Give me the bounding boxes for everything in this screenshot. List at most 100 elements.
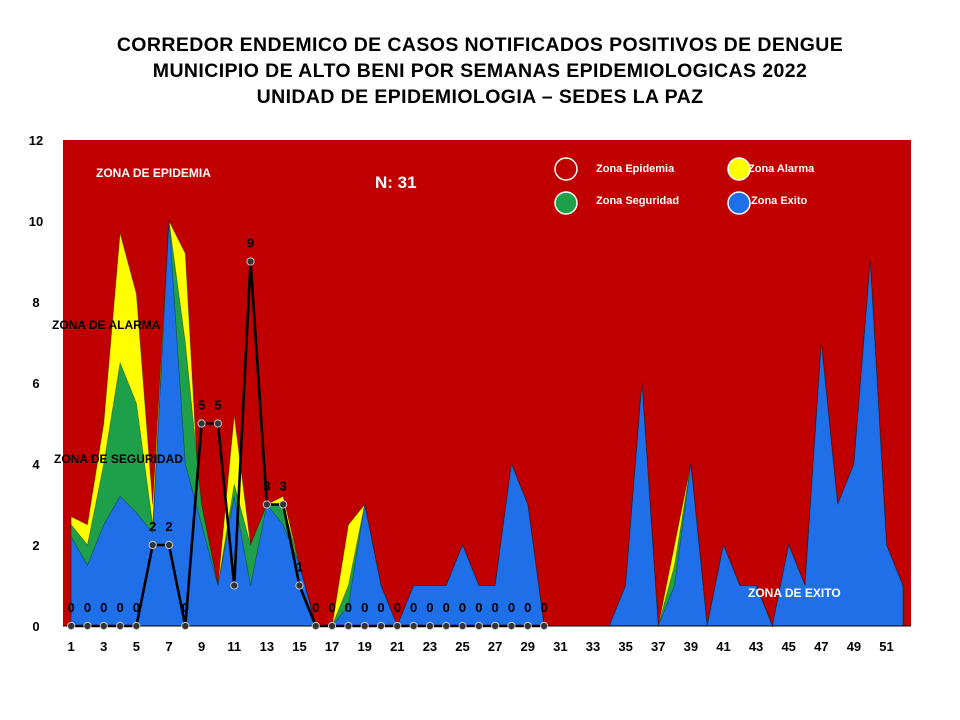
case-data-label: 5 bbox=[214, 398, 221, 413]
x-tick-label: 39 bbox=[684, 639, 698, 654]
title-line-1: CORREDOR ENDEMICO DE CASOS NOTIFICADOS P… bbox=[116, 34, 844, 56]
case-point bbox=[115, 621, 125, 631]
case-data-label: 0 bbox=[100, 600, 107, 615]
case-point bbox=[360, 621, 369, 631]
case-data-label: 0 bbox=[459, 600, 466, 615]
case-point bbox=[311, 621, 320, 631]
case-point bbox=[83, 621, 92, 631]
case-point bbox=[442, 621, 451, 631]
legend-marker-exito bbox=[727, 191, 751, 215]
case-data-label: 0 bbox=[410, 600, 417, 615]
case-data-label: 0 bbox=[475, 600, 482, 615]
x-tick-label: 13 bbox=[260, 639, 274, 654]
x-tick-label: 15 bbox=[292, 639, 306, 654]
case-point bbox=[393, 621, 402, 631]
case-data-label: 5 bbox=[198, 398, 205, 413]
x-tick-label: 45 bbox=[781, 639, 795, 654]
case-data-label: 0 bbox=[68, 600, 75, 615]
case-point bbox=[246, 257, 255, 266]
case-point bbox=[425, 621, 435, 631]
case-point bbox=[327, 621, 337, 631]
legend-marker-alarma bbox=[727, 157, 751, 181]
legend-label-epidemia: Zona Epidemia bbox=[596, 163, 675, 175]
x-tick-label: 41 bbox=[716, 639, 730, 654]
case-data-label: 0 bbox=[426, 600, 433, 615]
chart-title: CORREDOR ENDEMICO DE CASOS NOTIFICADOS P… bbox=[0, 32, 960, 110]
case-data-label: 0 bbox=[492, 600, 499, 615]
case-data-label: 0 bbox=[182, 600, 189, 615]
x-tick-label: 7 bbox=[165, 639, 172, 654]
zona-exito-label: ZONA DE EXITO bbox=[748, 586, 841, 600]
case-point bbox=[523, 621, 532, 631]
zona-seguridad-label: ZONA DE SEGURIDAD bbox=[54, 452, 183, 466]
y-tick-label: 4 bbox=[32, 457, 40, 472]
case-data-label: 0 bbox=[84, 600, 91, 615]
case-data-label: 0 bbox=[328, 600, 335, 615]
case-point bbox=[132, 621, 141, 631]
x-tick-label: 47 bbox=[814, 639, 828, 654]
case-point bbox=[148, 540, 157, 550]
legend-label-seguridad: Zona Seguridad bbox=[596, 195, 679, 207]
case-data-label: 0 bbox=[443, 600, 450, 615]
case-point bbox=[164, 540, 174, 550]
title-line-3: UNIDAD DE EPIDEMIOLOGIA – SEDES LA PAZ bbox=[256, 86, 704, 108]
case-data-label: 0 bbox=[312, 600, 319, 615]
x-tick-label: 19 bbox=[357, 639, 371, 654]
legend: Zona Epidemia Zona Alarma Zona Seguridad… bbox=[554, 157, 815, 215]
case-point bbox=[539, 621, 549, 631]
case-point bbox=[491, 621, 500, 631]
x-tick-label: 31 bbox=[553, 639, 567, 654]
legend-label-exito: Zona Exito bbox=[751, 195, 808, 207]
x-tick-label: 9 bbox=[198, 639, 205, 654]
case-point bbox=[507, 621, 516, 631]
case-data-label: 1 bbox=[296, 560, 303, 575]
case-data-label: 0 bbox=[361, 600, 368, 615]
y-tick-label: 10 bbox=[29, 214, 43, 229]
x-tick-label: 21 bbox=[390, 639, 404, 654]
case-point bbox=[344, 621, 353, 631]
case-point bbox=[458, 621, 467, 631]
case-data-label: 3 bbox=[280, 479, 287, 494]
y-tick-label: 12 bbox=[29, 133, 43, 148]
case-point bbox=[99, 621, 108, 631]
x-tick-label: 43 bbox=[749, 639, 763, 654]
x-tick-label: 23 bbox=[423, 639, 437, 654]
case-point bbox=[213, 419, 223, 428]
zona-alarma-label: ZONA DE ALARMA bbox=[52, 318, 161, 332]
title-line-2: MUNICIPIO DE ALTO BENI POR SEMANAS EPIDE… bbox=[152, 60, 808, 82]
case-data-label: 0 bbox=[377, 600, 384, 615]
x-tick-label: 33 bbox=[586, 639, 600, 654]
case-data-label: 2 bbox=[149, 519, 156, 534]
case-data-label: 0 bbox=[524, 600, 531, 615]
legend-marker-epidemia bbox=[554, 157, 578, 181]
x-tick-label: 1 bbox=[68, 639, 75, 654]
x-tick-label: 37 bbox=[651, 639, 665, 654]
case-data-label: 3 bbox=[263, 479, 270, 494]
case-data-label: 0 bbox=[394, 600, 401, 615]
case-point bbox=[279, 500, 288, 509]
x-tick-label: 27 bbox=[488, 639, 502, 654]
case-point bbox=[474, 621, 483, 631]
x-tick-label: 49 bbox=[847, 639, 861, 654]
case-data-label: 2 bbox=[165, 519, 172, 534]
case-point bbox=[197, 419, 206, 428]
case-data-label: 9 bbox=[247, 236, 254, 251]
case-point bbox=[295, 581, 304, 590]
x-tick-label: 35 bbox=[618, 639, 632, 654]
x-tick-label: 3 bbox=[100, 639, 107, 654]
x-tick-label: 5 bbox=[133, 639, 140, 654]
case-point bbox=[262, 500, 271, 509]
n-total-label: N: 31 bbox=[375, 173, 417, 192]
case-point bbox=[67, 621, 76, 631]
case-data-label: 0 bbox=[540, 600, 547, 615]
x-tick-label: 51 bbox=[879, 639, 893, 654]
x-tick-label: 29 bbox=[521, 639, 535, 654]
legend-label-alarma: Zona Alarma bbox=[748, 163, 815, 175]
case-point bbox=[409, 621, 418, 631]
zona-exito-area bbox=[70, 220, 904, 628]
x-tick-label: 17 bbox=[325, 639, 339, 654]
y-tick-label: 0 bbox=[32, 619, 39, 634]
legend-marker-seguridad bbox=[554, 191, 578, 215]
y-tick-label: 2 bbox=[32, 538, 39, 553]
